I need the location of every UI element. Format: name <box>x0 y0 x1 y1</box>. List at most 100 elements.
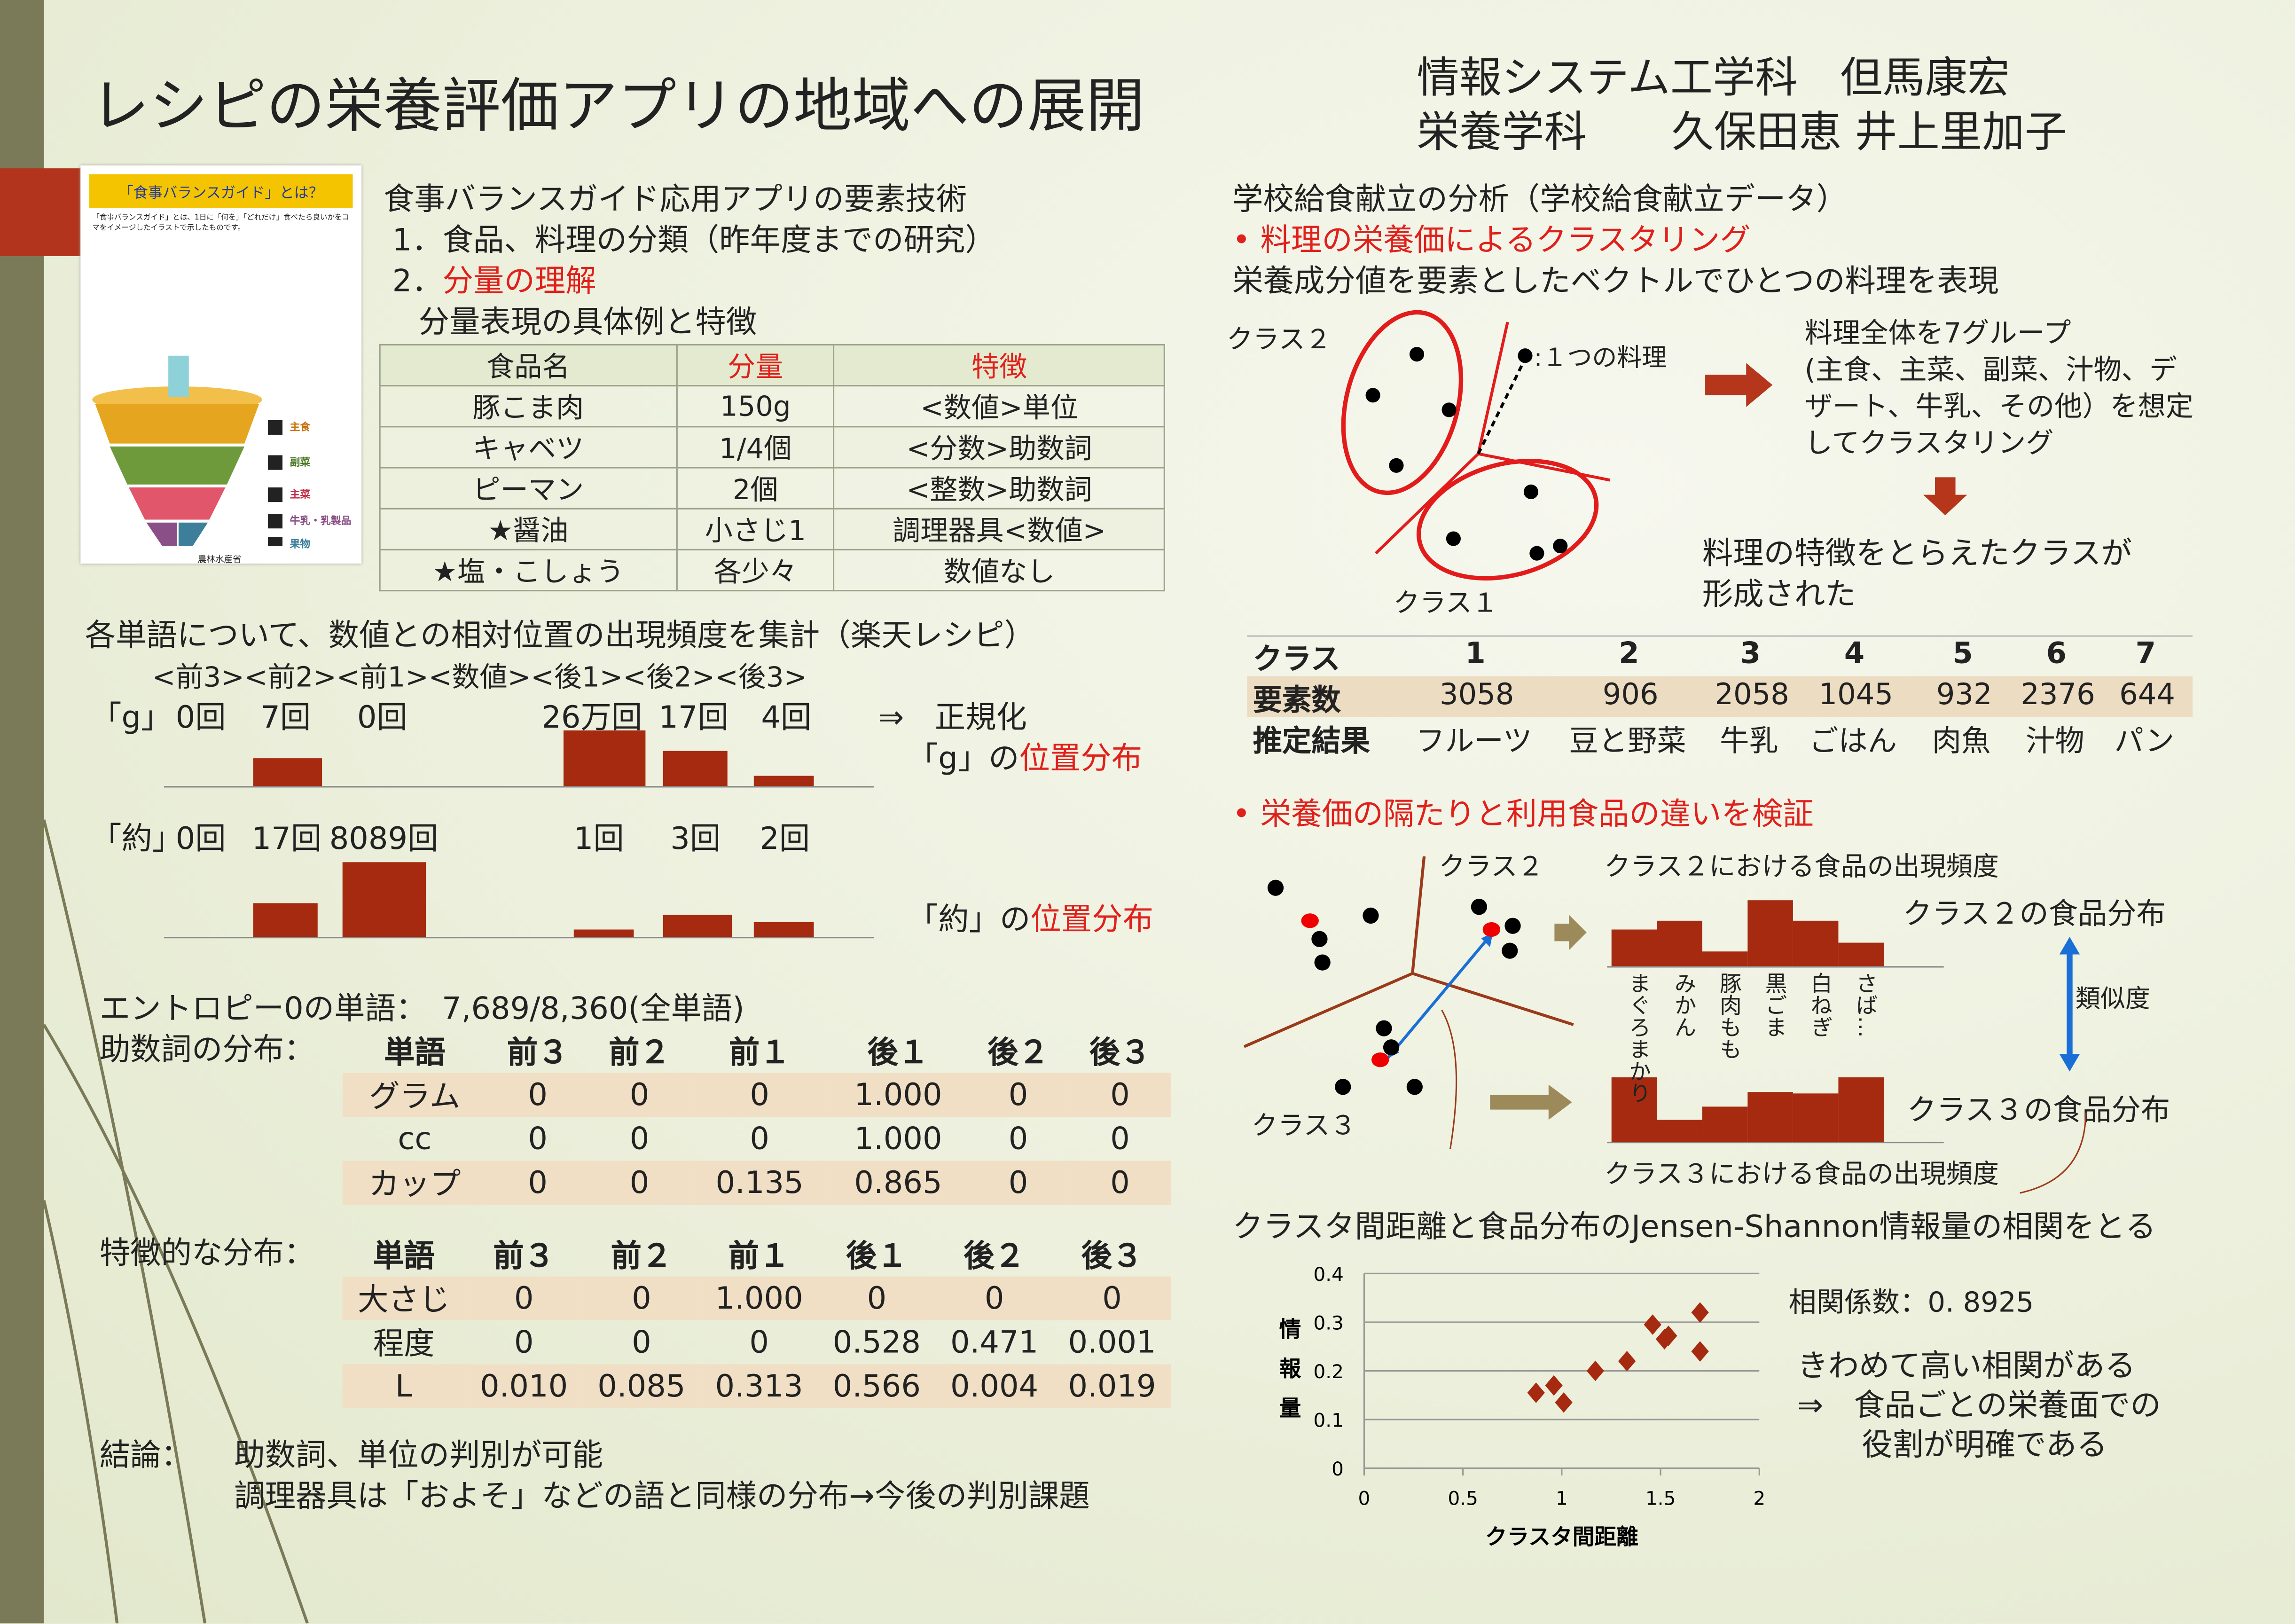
dish-dot <box>1471 899 1488 915</box>
class-count: 3058 <box>1439 676 1514 712</box>
class-number: 7 <box>2135 635 2156 671</box>
down-arrow-icon <box>1923 477 1967 516</box>
table-cell: cc <box>398 1121 432 1157</box>
position-bar <box>253 758 322 786</box>
class-count: 1045 <box>1818 676 1894 712</box>
class-number: 4 <box>1844 635 1865 671</box>
bullet-text: 栄養価の隔たりと利用食品の違いを検証 <box>1260 796 1814 832</box>
count-label: 17回 <box>658 699 729 735</box>
grouping-text: 料理全体を7グループ (主食、主菜、副菜、汁物、デ ザート、牛乳、その他）を想定… <box>1805 316 2193 463</box>
distance-diagram <box>1243 856 1574 1149</box>
dish-legend: :１つの料理 <box>1534 344 1667 374</box>
grouping-line: ザート、牛乳、その他）を想定 <box>1804 391 2194 424</box>
position-bar <box>573 929 634 937</box>
table-cell: 0.313 <box>700 1364 818 1408</box>
column-header: 前３ <box>507 1035 569 1070</box>
table-cell: 0.528 <box>832 1325 921 1360</box>
guide-footer: 農林水産省 <box>197 555 242 565</box>
quantity-examples-table: 食品名 分量 特徴 豚こま肉 150g <数値>単位 キャベツ 1/4個 <分数>助数詞 ピーマン… <box>379 344 1165 592</box>
class-number: 3 <box>1740 635 1761 671</box>
position-labels: <前3><前2><前1><数値><後1><後2><後3> <box>152 661 807 694</box>
table-cell: 0.865 <box>829 1161 968 1205</box>
food-freq-bar <box>1747 900 1793 966</box>
table-cell: 0 <box>465 1276 583 1321</box>
class-name: 豆と野菜 <box>1569 723 1686 759</box>
left-decor-strip <box>0 0 309 1624</box>
chart-axis <box>164 786 874 788</box>
dish-dot <box>1406 1079 1423 1095</box>
table-cell: 0.566 <box>818 1364 936 1408</box>
count-label: 0回 <box>175 699 226 735</box>
table-cell: 0 <box>1053 1276 1171 1321</box>
food-freq-bar <box>1838 1077 1884 1142</box>
conc-line: 役割が明確である <box>1862 1427 2107 1463</box>
column-header: 後２ <box>987 1035 1050 1070</box>
authors-line1: 情報システム工学科 但馬康宏 <box>1417 53 2010 102</box>
table-cell: 0.471 <box>950 1325 1039 1360</box>
class-count: 906 <box>1602 676 1659 712</box>
table-cell: 0 <box>818 1276 936 1321</box>
table-cell: 0 <box>690 1073 829 1117</box>
table-cell: 1.000 <box>829 1073 968 1117</box>
conclusion-2: 調理器具は「およそ」などの語と同様の分布→今後の判別課題 <box>234 1478 1090 1514</box>
table-cell: 0.004 <box>935 1364 1053 1408</box>
count-label: 4回 <box>761 699 812 735</box>
food-freq-bar <box>1657 920 1702 966</box>
item-highlight: 分量の理解 <box>442 263 596 299</box>
right-arrow-icon <box>1705 363 1773 407</box>
table-cell: キャベツ <box>379 426 678 469</box>
cluster1-label: クラス１ <box>1393 588 1498 620</box>
table-row: グラム 0 0 0 1.000 0 0 <box>342 1073 1171 1117</box>
column-header: 食品名 <box>379 344 678 387</box>
spinning-top-illustration <box>92 355 283 546</box>
food-freq-bar <box>1657 1119 1702 1142</box>
count-label: 0回 <box>175 821 226 856</box>
guide-heading: 「食事バランスガイド」とは？ <box>89 174 353 208</box>
table-row: 豚こま肉 150g <数値>単位 <box>379 385 1165 428</box>
y-tick-label: 0.2 <box>1313 1360 1343 1383</box>
data-point <box>1527 1382 1545 1403</box>
table-cell: 0 <box>588 1161 690 1205</box>
table-cell: 0 <box>632 1325 651 1360</box>
caption-highlight: 位置分布 <box>1030 902 1153 937</box>
freq2-label: クラス２における食品の出現頻度 <box>1604 852 1999 883</box>
table-row: ★醤油 小さじ1 調理器具<数値> <box>379 508 1165 550</box>
column-header: 分量 <box>676 344 835 387</box>
position-bar <box>563 730 646 786</box>
table-cell: 0.001 <box>1068 1325 1156 1360</box>
g-caption: 「g」の位置分布 <box>908 735 1142 778</box>
verify-bullet: • 栄養価の隔たりと利用食品の違いを検証 <box>1232 796 1814 832</box>
dish-dot <box>1383 1039 1400 1056</box>
table-cell: 0.010 <box>465 1364 583 1408</box>
caption-highlight: 位置分布 <box>1019 740 1143 776</box>
intro-subheading: 分量表現の具体例と特徴 <box>418 304 757 340</box>
guide-group-label: 主菜 <box>290 489 311 501</box>
table-header: 単語 前３ 前２ 前１ 後１ 後２ 後３ <box>343 1232 1171 1276</box>
table-cell: ★塩・こしょう <box>379 549 678 592</box>
class-number: 1 <box>1465 635 1486 671</box>
count-label: 3回 <box>670 821 721 856</box>
yaku-label: 「約」 <box>91 821 183 856</box>
table-header: 食品名 分量 特徴 <box>379 344 1165 387</box>
dish-dot <box>1376 1020 1392 1036</box>
item-number: 2． <box>392 263 443 299</box>
table-row: cc 0 0 0 1.000 0 0 <box>343 1117 1171 1161</box>
table-cell: 0 <box>749 1325 769 1360</box>
data-point <box>1618 1350 1636 1372</box>
dish-dot <box>1314 954 1331 971</box>
table-header: 単語 前３ 前２ 前１ 後１ 後２ 後３ <box>343 1029 1171 1073</box>
dish-dot <box>1363 907 1379 924</box>
band-row <box>1247 676 2193 717</box>
table-row: 大さじ 0 0 1.000 0 0 0 <box>342 1276 1171 1321</box>
intro-heading: 食事バランスガイド応用アプリの要素技術 <box>383 181 967 217</box>
guide-body: 「食事バランスガイド」とは、1日に「何を」「どれだけ」食べたら良いかをコマをイメ… <box>92 213 350 233</box>
class-name: 牛乳 <box>1720 723 1778 759</box>
x-tick-label: 0.5 <box>1448 1487 1478 1509</box>
similarity-label: 類似度 <box>2075 985 2150 1015</box>
food-freq-bar <box>1702 1106 1748 1142</box>
table-cell: 0 <box>935 1276 1053 1321</box>
tokucho-label: 特徴的な分布： <box>99 1235 315 1271</box>
data-point <box>1644 1314 1661 1335</box>
data-point <box>1586 1360 1605 1381</box>
table-cell: 0 <box>1008 1121 1028 1157</box>
